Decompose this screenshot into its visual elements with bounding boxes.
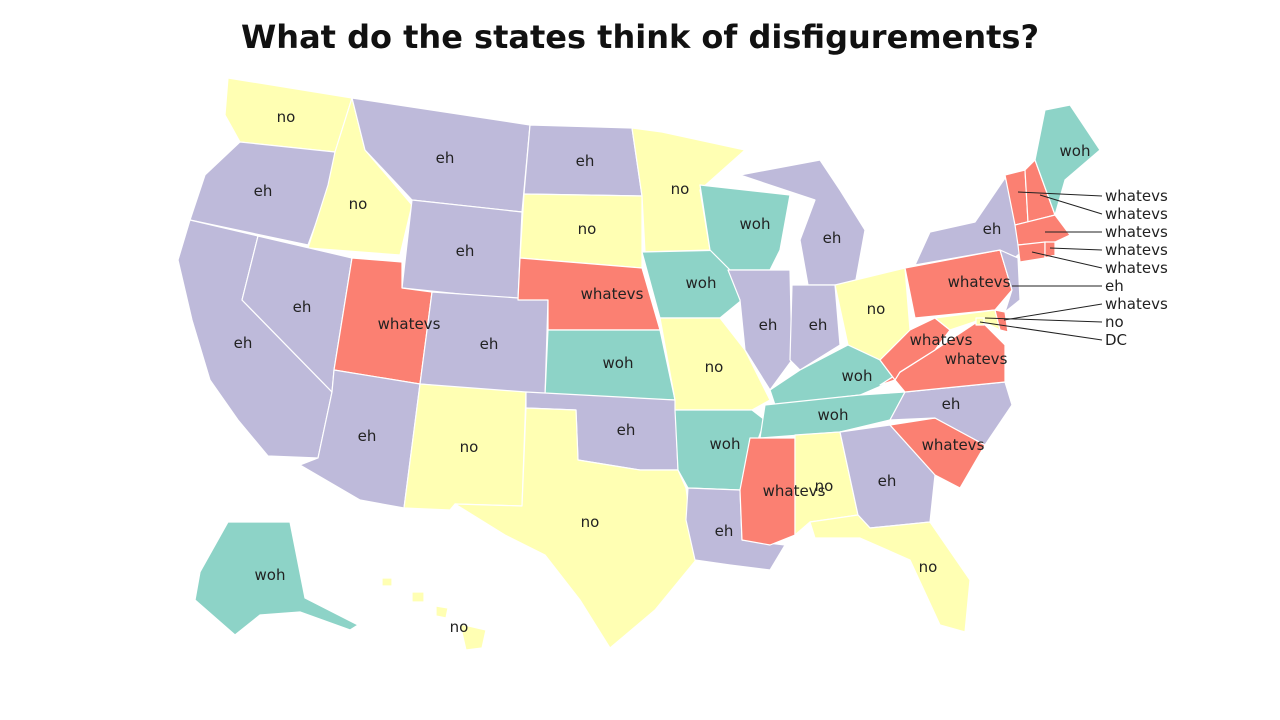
state-hi[interactable] (381, 577, 487, 651)
label-ne: whatevs (581, 285, 644, 303)
label-nv: eh (293, 298, 312, 316)
label-me: woh (1060, 142, 1091, 160)
label-mt: eh (436, 149, 455, 167)
callout-nj: eh (1105, 277, 1124, 295)
callout-leaders (979, 191, 1103, 341)
leader-dc (979, 321, 1103, 341)
state-va[interactable] (879, 319, 1006, 393)
state-md[interactable] (934, 309, 1001, 331)
state-ct[interactable] (1017, 241, 1046, 263)
label-ar: woh (710, 435, 741, 453)
leader-ri (1049, 247, 1103, 251)
leader-ct (1031, 251, 1103, 269)
label-ks: woh (603, 354, 634, 372)
state-in[interactable] (789, 284, 841, 371)
label-va: whatevs (945, 350, 1008, 368)
state-ri[interactable] (1044, 241, 1056, 259)
label-al: no (815, 477, 834, 495)
callout-de: whatevs (1105, 295, 1168, 313)
state-dc[interactable] (975, 317, 985, 326)
state-wv[interactable] (879, 317, 951, 381)
label-ca: eh (234, 334, 253, 352)
state-ma[interactable] (1014, 214, 1071, 246)
label-la: eh (715, 522, 734, 540)
label-ut: whatevs (378, 315, 441, 333)
states-layer (177, 77, 1101, 651)
leader-md (984, 317, 1103, 323)
leader-de (1003, 303, 1103, 321)
label-ak: woh (255, 566, 286, 584)
callout-ri: whatevs (1105, 241, 1168, 259)
state-de[interactable] (994, 309, 1009, 333)
state-fl[interactable] (809, 514, 971, 633)
label-sd: no (578, 220, 597, 238)
label-id: no (349, 195, 368, 213)
label-wy: eh (456, 242, 475, 260)
label-tn: woh (818, 406, 849, 424)
callout-vt: whatevs (1105, 187, 1168, 205)
label-fl: no (919, 558, 938, 576)
label-hi: no (450, 618, 469, 636)
state-nj[interactable] (999, 249, 1021, 313)
callout-dc: DC (1105, 331, 1127, 349)
state-me[interactable] (1034, 104, 1101, 216)
state-mo[interactable] (659, 317, 771, 411)
label-wa: no (277, 108, 296, 126)
label-wi: woh (740, 215, 771, 233)
label-nm: no (460, 438, 479, 456)
label-sc: whatevs (922, 436, 985, 454)
label-nd: eh (576, 152, 595, 170)
label-ok: eh (617, 421, 636, 439)
callout-ct: whatevs (1105, 259, 1168, 277)
leader-vt (1017, 191, 1103, 197)
label-ky: woh (842, 367, 873, 385)
label-tx: no (581, 513, 600, 531)
callout-ma: whatevs (1105, 223, 1168, 241)
label-ms: whatevs (763, 482, 826, 500)
label-ga: eh (878, 472, 897, 490)
label-ny: eh (983, 220, 1002, 238)
state-sc[interactable] (889, 417, 986, 489)
label-il: eh (759, 316, 778, 334)
label-nc: eh (942, 395, 961, 413)
label-oh: no (867, 300, 886, 318)
label-ia: woh (686, 274, 717, 292)
leader-nh (1039, 194, 1103, 215)
label-co: eh (480, 335, 499, 353)
label-mi: eh (823, 229, 842, 247)
map-title: What do the states think of disfiguremen… (240, 18, 1040, 56)
label-pa: whatevs (948, 273, 1011, 291)
label-mn: no (671, 180, 690, 198)
label-wv: whatevs (910, 331, 973, 349)
label-or: eh (254, 182, 273, 200)
label-az: eh (358, 427, 377, 445)
state-ak[interactable] (194, 521, 359, 636)
state-labels: no eh eh no eh eh eh whatevs eh eh no eh… (234, 108, 1091, 636)
callout-md: no (1105, 313, 1124, 331)
label-in: eh (809, 316, 828, 334)
callout-nh: whatevs (1105, 205, 1168, 223)
callout-labels: whatevs whatevs whatevs whatevs whatevs … (1105, 187, 1168, 349)
label-mo: no (705, 358, 724, 376)
state-tx[interactable] (454, 407, 697, 649)
